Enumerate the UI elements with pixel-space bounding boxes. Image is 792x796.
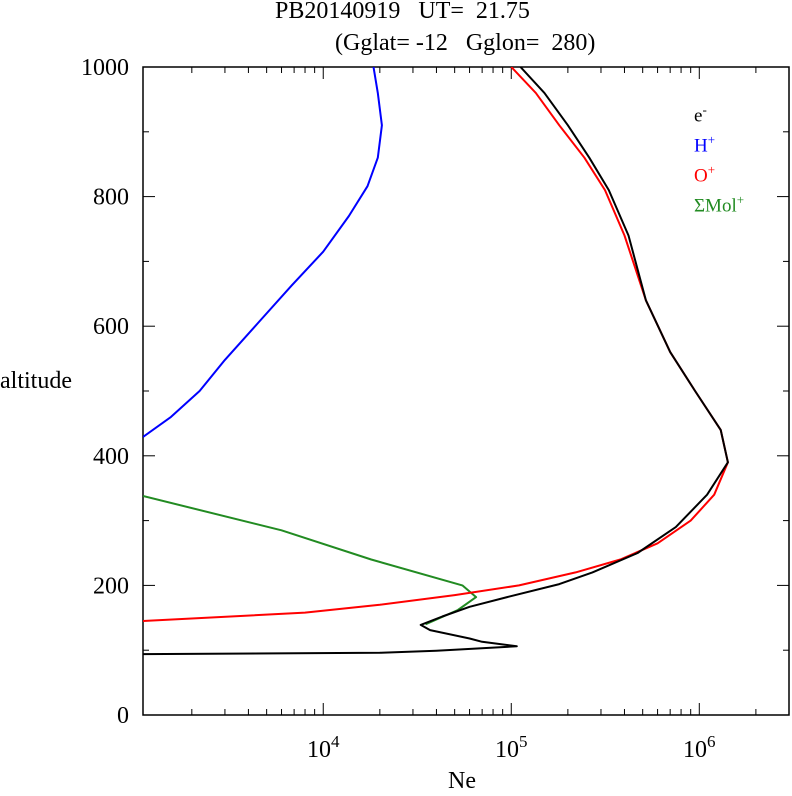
legend-entry-charge: + [707,162,716,177]
y-tick-label: 600 [93,314,129,340]
y-tick-label: 1000 [81,55,129,81]
axis-ticks [143,66,790,716]
legend-entry: ΣMol+ [694,192,744,217]
y-tick-label: 200 [93,573,129,599]
y-tick-label: 400 [93,444,129,470]
x-axis-label: Ne [448,768,476,794]
legend-entry-charge: + [736,192,745,207]
series-lines [143,67,729,656]
legend-entry-name: H [694,135,708,157]
plot-frame [142,66,790,716]
y-tick-label: 0 [117,703,129,729]
x-tick-label: 106 [683,732,716,763]
chart-subtitle: (Gglat= -12 Gglon= 280) [335,30,596,56]
legend-entry-name: ΣMol [694,195,737,217]
chart-title: PB20140919 UT= 21.75 [275,0,530,24]
series-line [143,495,478,626]
legend-entry-charge: + [707,132,716,147]
y-axis-label: altitude [0,368,72,394]
series-line [143,67,383,438]
x-tick-label: 104 [307,732,340,763]
axis-tick-labels: 0 200 400 600 800 1000 104 105 106 [81,55,716,763]
legend-entry-name: O [694,165,708,187]
legend-entry: e- [694,102,707,127]
series-line [143,67,729,622]
legend-entry: O+ [694,162,715,187]
legend-entry-charge: - [702,102,707,117]
legend-entry-name: e [694,105,703,127]
series-line [143,67,729,656]
x-tick-label: 105 [495,732,528,763]
legend-entry: H+ [694,132,715,157]
y-tick-label: 800 [93,185,129,211]
